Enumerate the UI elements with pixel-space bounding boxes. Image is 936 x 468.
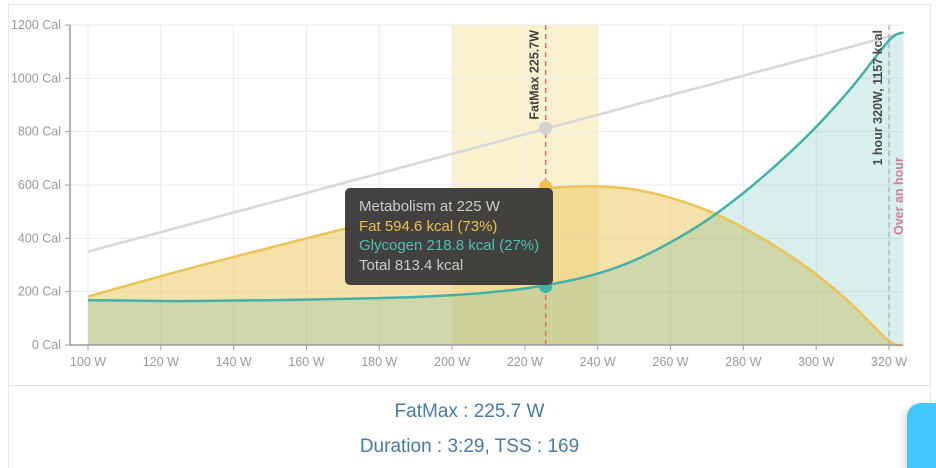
y-tick-label: 200 Cal xyxy=(18,285,61,299)
x-tick-label: 240 W xyxy=(580,355,616,369)
x-tick-label: 260 W xyxy=(652,355,688,369)
y-tick-label: 800 Cal xyxy=(18,125,61,139)
total-line xyxy=(87,31,904,253)
chart-canvas[interactable]: 0 Cal 200 Cal 400 Cal 600 Cal 800 Cal 1000 Ca… xyxy=(0,0,936,386)
x-tick-label: 140 W xyxy=(216,355,252,369)
card-border-top xyxy=(8,4,932,5)
card-border-left xyxy=(8,4,9,468)
x-tick-label: 180 W xyxy=(361,355,397,369)
total-marker-dot[interactable] xyxy=(539,121,553,135)
fatmax-annotation: FatMax 225.7W xyxy=(528,30,542,120)
glycogen-marker-dot[interactable] xyxy=(539,280,553,294)
metabolism-chart[interactable]: 0 Cal 200 Cal 400 Cal 600 Cal 800 Cal 1000 Ca… xyxy=(0,0,936,386)
x-tick-label: 320 W xyxy=(871,355,907,369)
y-tick-label: 0 Cal xyxy=(32,338,61,352)
y-tick-label: 1200 Cal xyxy=(11,18,61,32)
x-tick-label: 200 W xyxy=(434,355,470,369)
x-tick-label: 100 W xyxy=(70,355,106,369)
fat-marker-dot[interactable] xyxy=(539,179,553,193)
x-tick-label: 300 W xyxy=(798,355,834,369)
over-an-hour-annotation: Over an hour xyxy=(892,157,906,235)
x-tick-label: 160 W xyxy=(288,355,324,369)
glycogen-area xyxy=(88,32,904,345)
x-tick-label: 220 W xyxy=(507,355,543,369)
card-border-right xyxy=(930,4,931,468)
chat-widget-tab[interactable] xyxy=(907,403,936,468)
x-tick-label: 280 W xyxy=(725,355,761,369)
y-tick-label: 600 Cal xyxy=(18,178,61,192)
y-tick-label: 1000 Cal xyxy=(11,71,61,85)
duration-tss-summary: Duration : 3:29, TSS : 169 xyxy=(359,436,580,457)
x-tick-label: 120 W xyxy=(143,355,179,369)
glycogen-line xyxy=(87,31,905,303)
y-tick-label: 400 Cal xyxy=(18,231,61,245)
fatmax-summary: FatMax : 225.7 W xyxy=(394,401,545,422)
one-hour-annotation: 1 hour 320W, 1157 kcal xyxy=(871,30,885,166)
chart-summary-footer: FatMax : 225.7 W Duration : 3:29, TSS : … xyxy=(8,385,931,468)
